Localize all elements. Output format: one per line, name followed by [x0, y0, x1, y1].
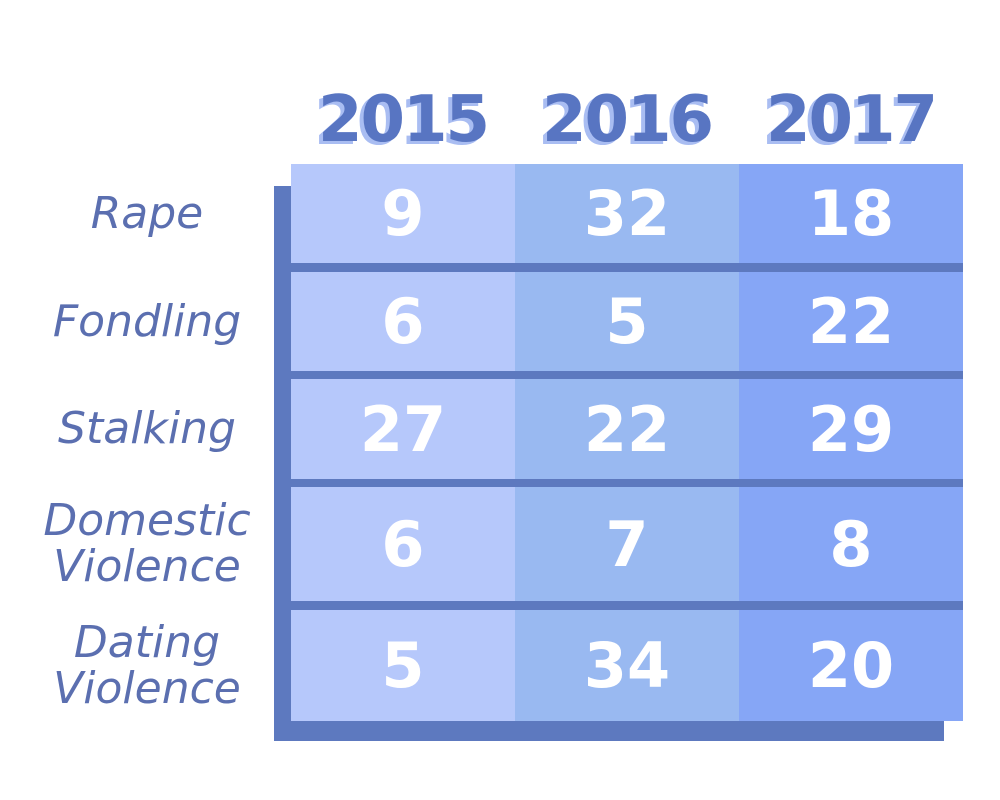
cell-2017-row-0: 18	[739, 164, 963, 263]
cell-2017-row-3: 8	[739, 487, 963, 601]
cell-2015-row-1: 6	[291, 272, 515, 371]
year-header-2015: 2015	[317, 83, 490, 157]
row-label: Fondling	[52, 295, 242, 347]
cell-2016-row-0: 32	[515, 164, 739, 263]
year-header-2017: 2017	[765, 83, 938, 157]
cell-2016-row-3: 7	[515, 487, 739, 601]
cell-2017-row-1: 22	[739, 272, 963, 371]
cell-2016-row-4: 34	[515, 610, 739, 721]
cell-2017-row-2: 29	[739, 379, 963, 479]
cell-2016-row-1: 5	[515, 272, 739, 371]
cell-2016-row-2: 22	[515, 379, 739, 479]
row-label: Stalking	[58, 403, 236, 454]
cell-2015-row-3: 6	[291, 487, 515, 601]
row-label: Dating Violence	[53, 616, 241, 714]
cell-2015-row-4: 5	[291, 610, 515, 721]
cell-2015-row-2: 27	[291, 379, 515, 479]
cell-2017-row-4: 20	[739, 610, 963, 721]
data-table: 9 32 18 6 5 22 27 22 29 6 7 8 5 34 20	[291, 164, 963, 721]
cell-2015-row-0: 9	[291, 164, 515, 263]
row-label: Rape	[90, 187, 204, 239]
year-header-2016: 2016	[541, 83, 714, 157]
row-label: Domestic Violence	[43, 495, 251, 592]
